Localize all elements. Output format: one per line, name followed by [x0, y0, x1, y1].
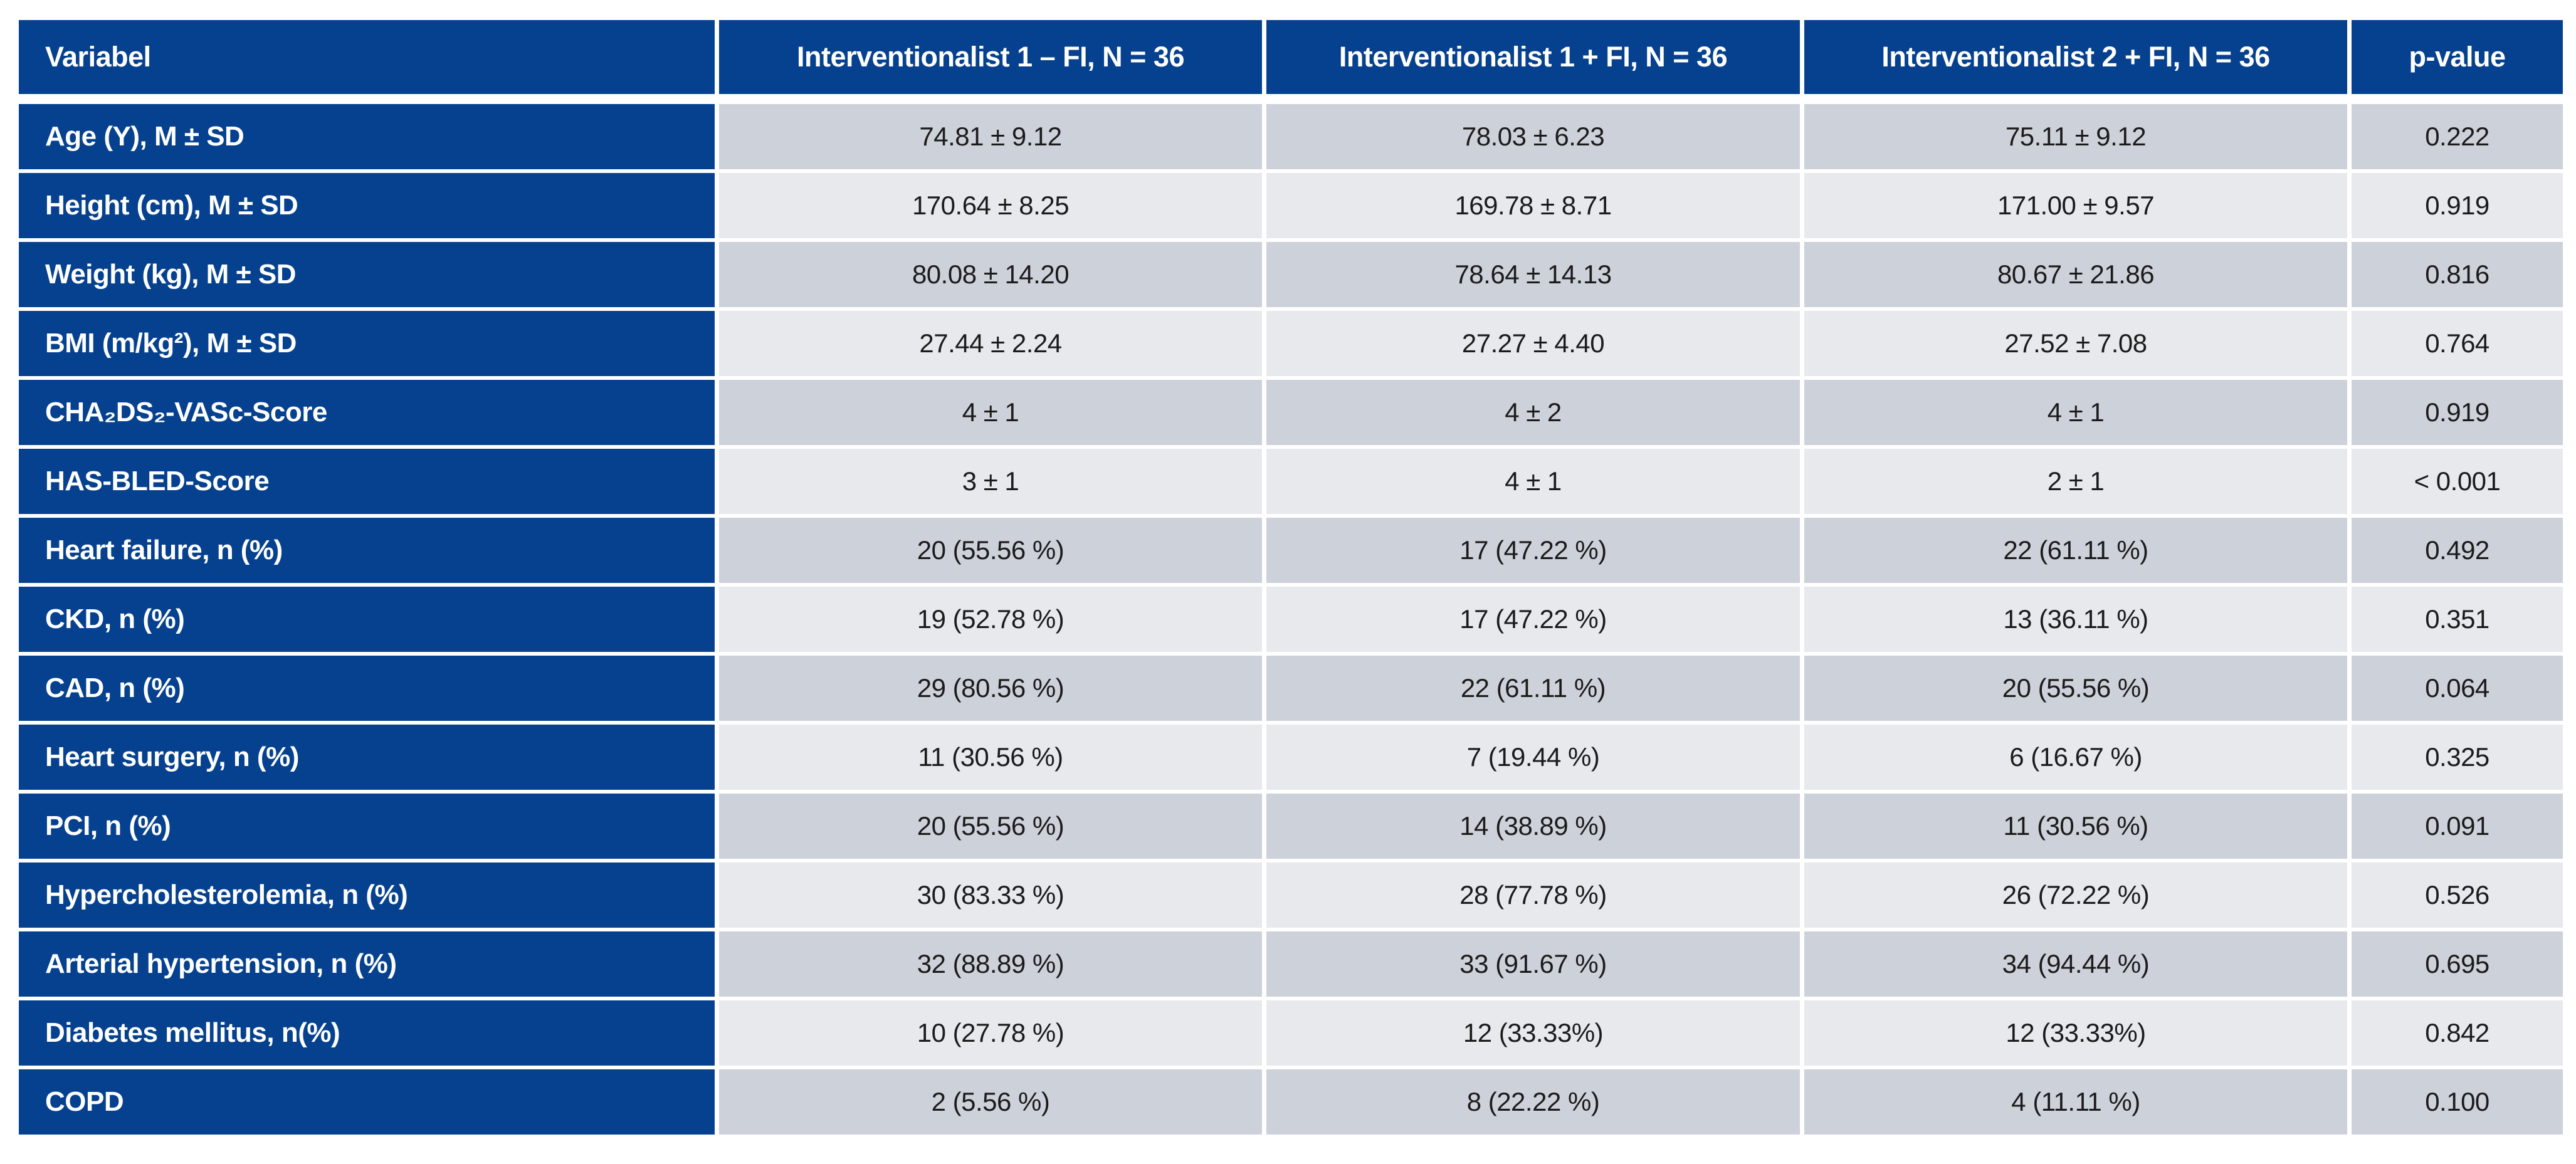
- cell-int1-plus-fi: 17 (47.22 %): [1266, 587, 1800, 652]
- cell-int2-plus-fi: 6 (16.67 %): [1804, 725, 2347, 790]
- cell-int1-minus-fi: 20 (55.56 %): [719, 794, 1262, 859]
- cell-int1-plus-fi: 78.03 ± 6.23: [1266, 104, 1800, 169]
- cell-int1-plus-fi: 78.64 ± 14.13: [1266, 242, 1800, 307]
- cell-int1-plus-fi: 4 ± 2: [1266, 380, 1800, 445]
- cell-p-value: 0.919: [2352, 173, 2563, 238]
- baseline-characteristics-table: Variabel Interventionalist 1 – FI, N = 3…: [19, 20, 2563, 1135]
- column-header-int1-plus-fi: Interventionalist 1 + FI, N = 36: [1266, 20, 1800, 94]
- cell-p-value: 0.064: [2352, 656, 2563, 721]
- cell-int1-plus-fi: 27.27 ± 4.40: [1266, 311, 1800, 376]
- cell-int1-minus-fi: 10 (27.78 %): [719, 1000, 1262, 1066]
- cell-int2-plus-fi: 80.67 ± 21.86: [1804, 242, 2347, 307]
- cell-int2-plus-fi: 20 (55.56 %): [1804, 656, 2347, 721]
- column-header-p-value: p-value: [2352, 20, 2563, 94]
- cell-int1-minus-fi: 20 (55.56 %): [719, 518, 1262, 583]
- cell-int1-minus-fi: 29 (80.56 %): [719, 656, 1262, 721]
- cell-int1-minus-fi: 80.08 ± 14.20: [719, 242, 1262, 307]
- cell-int2-plus-fi: 12 (33.33%): [1804, 1000, 2347, 1066]
- row-label-cell: Hypercholesterolemia, n (%): [19, 863, 715, 928]
- row-label-cell: BMI (m/kg²), M ± SD: [19, 311, 715, 376]
- cell-int1-plus-fi: 14 (38.89 %): [1266, 794, 1800, 859]
- cell-p-value: 0.100: [2352, 1069, 2563, 1135]
- row-label-cell: CAD, n (%): [19, 656, 715, 721]
- cell-int2-plus-fi: 22 (61.11 %): [1804, 518, 2347, 583]
- cell-int1-minus-fi: 170.64 ± 8.25: [719, 173, 1262, 238]
- row-label-cell: Height (cm), M ± SD: [19, 173, 715, 238]
- row-label-cell: Diabetes mellitus, n(%): [19, 1000, 715, 1066]
- row-label-cell: Age (Y), M ± SD: [19, 104, 715, 169]
- column-header-variabel: Variabel: [19, 20, 715, 94]
- row-label-cell: Arterial hypertension, n (%): [19, 931, 715, 997]
- cell-int2-plus-fi: 171.00 ± 9.57: [1804, 173, 2347, 238]
- cell-int1-plus-fi: 4 ± 1: [1266, 449, 1800, 514]
- cell-int1-plus-fi: 33 (91.67 %): [1266, 931, 1800, 997]
- cell-int2-plus-fi: 11 (30.56 %): [1804, 794, 2347, 859]
- cell-int1-plus-fi: 17 (47.22 %): [1266, 518, 1800, 583]
- row-label-cell: CKD, n (%): [19, 587, 715, 652]
- cell-p-value: 0.492: [2352, 518, 2563, 583]
- row-label-cell: PCI, n (%): [19, 794, 715, 859]
- row-label-cell: CHA₂DS₂-VASc-Score: [19, 380, 715, 445]
- cell-int1-plus-fi: 22 (61.11 %): [1266, 656, 1800, 721]
- cell-p-value: 0.764: [2352, 311, 2563, 376]
- cell-int1-plus-fi: 28 (77.78 %): [1266, 863, 1800, 928]
- cell-int2-plus-fi: 4 (11.11 %): [1804, 1069, 2347, 1135]
- cell-p-value: 0.091: [2352, 794, 2563, 859]
- cell-int1-minus-fi: 32 (88.89 %): [719, 931, 1262, 997]
- cell-int1-minus-fi: 30 (83.33 %): [719, 863, 1262, 928]
- cell-int2-plus-fi: 26 (72.22 %): [1804, 863, 2347, 928]
- column-header-int2-plus-fi: Interventionalist 2 + FI, N = 36: [1804, 20, 2347, 94]
- cell-int1-minus-fi: 3 ± 1: [719, 449, 1262, 514]
- cell-int2-plus-fi: 27.52 ± 7.08: [1804, 311, 2347, 376]
- row-label-cell: COPD: [19, 1069, 715, 1135]
- cell-p-value: 0.695: [2352, 931, 2563, 997]
- cell-int2-plus-fi: 4 ± 1: [1804, 380, 2347, 445]
- cell-p-value: 0.816: [2352, 242, 2563, 307]
- cell-int1-minus-fi: 4 ± 1: [719, 380, 1262, 445]
- cell-p-value: 0.919: [2352, 380, 2563, 445]
- cell-int1-minus-fi: 27.44 ± 2.24: [719, 311, 1262, 376]
- cell-int1-plus-fi: 169.78 ± 8.71: [1266, 173, 1800, 238]
- row-label-cell: Weight (kg), M ± SD: [19, 242, 715, 307]
- cell-int2-plus-fi: 13 (36.11 %): [1804, 587, 2347, 652]
- header-body-divider: [19, 98, 2563, 100]
- row-label-cell: Heart failure, n (%): [19, 518, 715, 583]
- cell-p-value: 0.842: [2352, 1000, 2563, 1066]
- cell-int1-minus-fi: 19 (52.78 %): [719, 587, 1262, 652]
- cell-int2-plus-fi: 75.11 ± 9.12: [1804, 104, 2347, 169]
- cell-int2-plus-fi: 2 ± 1: [1804, 449, 2347, 514]
- column-header-int1-minus-fi: Interventionalist 1 – FI, N = 36: [719, 20, 1262, 94]
- cell-p-value: 0.325: [2352, 725, 2563, 790]
- cell-int1-plus-fi: 8 (22.22 %): [1266, 1069, 1800, 1135]
- cell-int1-plus-fi: 12 (33.33%): [1266, 1000, 1800, 1066]
- cell-p-value: 0.222: [2352, 104, 2563, 169]
- cell-int2-plus-fi: 34 (94.44 %): [1804, 931, 2347, 997]
- row-label-cell: HAS-BLED-Score: [19, 449, 715, 514]
- cell-int1-minus-fi: 2 (5.56 %): [719, 1069, 1262, 1135]
- row-label-cell: Heart surgery, n (%): [19, 725, 715, 790]
- cell-int1-minus-fi: 74.81 ± 9.12: [719, 104, 1262, 169]
- cell-int1-minus-fi: 11 (30.56 %): [719, 725, 1262, 790]
- cell-p-value: 0.526: [2352, 863, 2563, 928]
- cell-p-value: 0.351: [2352, 587, 2563, 652]
- cell-int1-plus-fi: 7 (19.44 %): [1266, 725, 1800, 790]
- cell-p-value: < 0.001: [2352, 449, 2563, 514]
